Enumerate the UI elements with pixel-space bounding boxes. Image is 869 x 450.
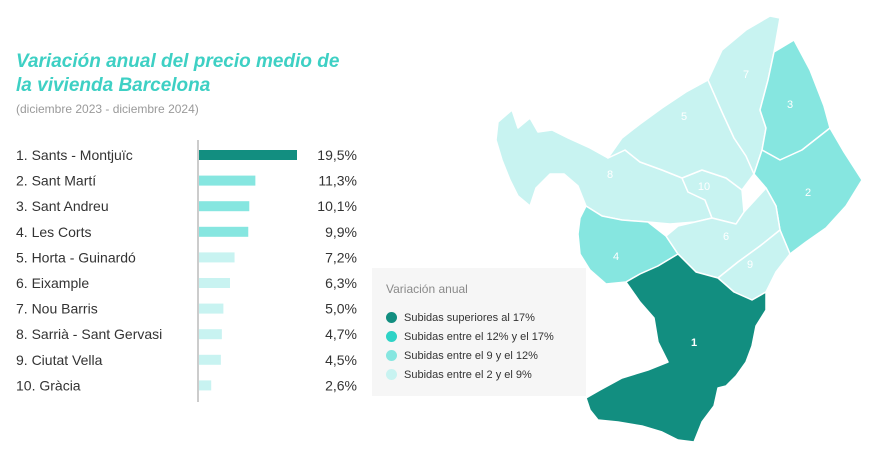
- bar: [199, 175, 256, 186]
- bar-category-label: 5. Horta - Guinardó: [16, 249, 136, 265]
- bar-category-label: 8. Sarrià - Sant Gervasi: [16, 326, 162, 342]
- map-label-4: 4: [613, 251, 619, 263]
- legend-label: Subidas entre el 12% y el 17%: [404, 330, 554, 343]
- bar-category-label: 4. Les Corts: [16, 224, 91, 240]
- map-district-1: [585, 253, 767, 443]
- bar-value-label: 6,3%: [325, 275, 357, 291]
- legend-item-over17: Subidas superiores al 17%: [386, 308, 586, 327]
- legend-item-12-17: Subidas entre el 12% y el 17%: [386, 327, 586, 346]
- map-label-9: 9: [747, 259, 753, 271]
- map-label-1: 1: [691, 337, 697, 349]
- chart-title: Variación anual del precio medio de la v…: [16, 51, 340, 96]
- bar-value-label: 10,1%: [317, 198, 357, 214]
- map-label-7: 7: [743, 69, 749, 81]
- bar-value-label: 2,6%: [325, 377, 357, 393]
- legend-swatch: [386, 350, 397, 361]
- bar: [199, 380, 212, 391]
- chart-subtitle: (diciembre 2023 - diciembre 2024): [16, 102, 199, 116]
- bar-category-label: 1. Sants - Montjuïc: [16, 147, 133, 163]
- legend-item-2-9: Subidas entre el 2 y el 9%: [386, 365, 586, 384]
- bar: [199, 303, 224, 314]
- map-label-5: 5: [681, 111, 687, 123]
- bar: [199, 226, 249, 237]
- legend-item-9-12: Subidas entre el 9 y el 12%: [386, 346, 586, 365]
- legend-swatch: [386, 369, 397, 380]
- legend: Variación anual Subidas superiores al 17…: [372, 268, 586, 396]
- bar: [199, 278, 230, 288]
- bar: [199, 252, 235, 263]
- map-label-6: 6: [723, 231, 729, 243]
- bar-category-label: 6. Eixample: [16, 275, 89, 291]
- bar-value-label: 11,3%: [318, 173, 357, 189]
- bar-value-label: 5,0%: [325, 301, 357, 317]
- bar: [199, 354, 221, 365]
- legend-label: Subidas entre el 2 y el 9%: [404, 368, 532, 381]
- legend-label: Subidas superiores al 17%: [404, 311, 535, 324]
- bar-value-label: 7,2%: [325, 249, 357, 265]
- legend-title: Variación anual: [386, 282, 468, 296]
- district-map: 1 2 3 4 5 6 7 8 9 10: [495, 15, 863, 443]
- map-label-8: 8: [607, 169, 613, 181]
- bar-category-label: 7. Nou Barris: [16, 301, 98, 317]
- bar-value-label: 9,9%: [325, 224, 357, 240]
- bar: [199, 201, 250, 212]
- bar-value-label: 4,5%: [325, 352, 357, 368]
- bar-category-label: 3. Sant Andreu: [16, 198, 109, 214]
- bar: [199, 329, 222, 340]
- bar-value-label: 19,5%: [317, 147, 357, 163]
- legend-label: Subidas entre el 9 y el 12%: [404, 349, 538, 362]
- legend-swatch: [386, 331, 397, 342]
- bar: [199, 150, 297, 160]
- bar-category-label: 9. Ciutat Vella: [16, 352, 103, 368]
- map-label-3: 3: [787, 99, 793, 111]
- map-label-2: 2: [805, 187, 811, 199]
- map-label-10: 10: [698, 181, 710, 193]
- bar-category-label: 10. Gràcia: [16, 377, 81, 393]
- bar-category-label: 2. Sant Martí: [16, 173, 96, 189]
- legend-swatch: [386, 312, 397, 323]
- bar-chart: 1. Sants - Montjuïc 19,5% 2. Sant Martí 11,…: [16, 140, 357, 402]
- bar-value-label: 4,7%: [325, 326, 357, 342]
